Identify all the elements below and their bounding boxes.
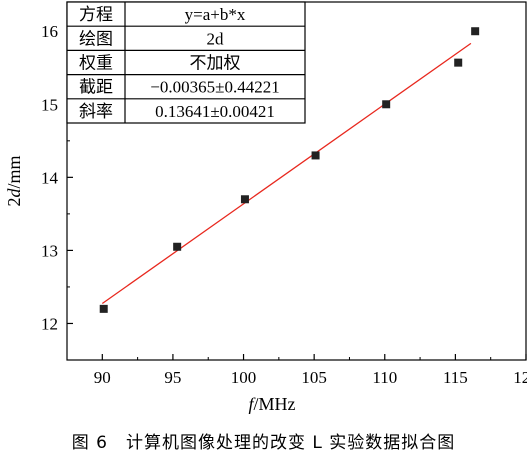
- y-tick-label: 15: [41, 95, 58, 114]
- data-point: [471, 27, 480, 36]
- data-point: [173, 242, 182, 251]
- x-tick-label: 100: [231, 368, 257, 387]
- stats-table-key: 截距: [79, 78, 113, 97]
- stats-table-key: 斜率: [79, 102, 113, 121]
- stats-table-value: 不加权: [190, 54, 241, 73]
- x-tick-label: 95: [164, 368, 181, 387]
- figure-caption: 图 6 计算机图像处理的改变 L 实验数据拟合图: [71, 433, 456, 453]
- stats-table-value: y=a+b*x: [185, 5, 246, 24]
- y-tick-label: 14: [41, 168, 59, 187]
- x-axis-label: f/MHz: [248, 394, 295, 414]
- stats-table-value: −0.00365±0.44221: [150, 78, 279, 97]
- x-tick-label: 115: [443, 368, 468, 387]
- x-tick-label: 120: [513, 368, 527, 387]
- x-tick-label: 110: [372, 368, 397, 387]
- data-point: [311, 151, 320, 160]
- y-tick-label: 16: [41, 22, 58, 41]
- stats-table: [66, 1, 306, 124]
- x-tick-label: 90: [94, 368, 111, 387]
- data-point: [454, 58, 463, 67]
- y-tick-label: 13: [41, 241, 58, 260]
- stats-table-key: 权重: [79, 54, 113, 73]
- data-point: [240, 195, 249, 204]
- data-point: [382, 100, 391, 109]
- fit-line: [101, 42, 472, 305]
- x-tick-label: 105: [301, 368, 327, 387]
- scatter-chart: 90 95 100 105 110 115 120 12 13 14 15 16 方程 y=a+b*x…: [4, 1, 527, 414]
- stats-table-key: 方程: [79, 5, 113, 24]
- stats-table-key: 绘图: [79, 29, 113, 48]
- stats-table-value: 2d: [207, 29, 225, 48]
- data-point: [99, 304, 108, 313]
- y-tick-label: 12: [41, 314, 58, 333]
- y-axis-label: 2d/mm: [4, 155, 24, 206]
- stats-table-value: 0.13641±0.00421: [155, 102, 275, 121]
